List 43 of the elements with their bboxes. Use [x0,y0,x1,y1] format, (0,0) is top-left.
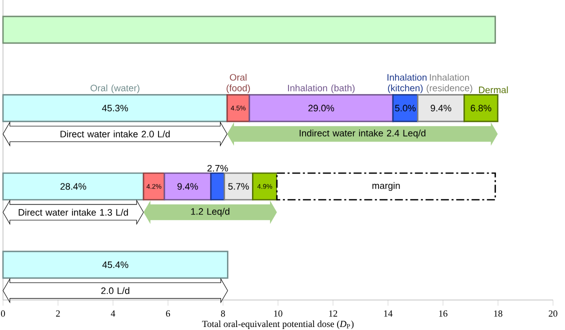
annotation: 45.4% [102,261,128,268]
data-label: margin [372,182,400,191]
series-label: Inhalation (residence) [426,74,472,94]
series-label: Dermal [479,86,508,94]
bar [142,172,166,200]
bar [417,94,465,122]
bar [226,94,250,122]
x-tick-label: 18 [494,310,502,317]
bar [210,172,226,200]
x-tick-label: 10 [274,310,282,317]
x-tick-label: 4 [110,310,116,317]
x-axis-title: Total oral-equivalent potential dose (D$_{P}$) [202,320,354,329]
annotation: 1.2 Leq/d [191,208,230,217]
bar [224,172,254,200]
annotation: 2.7% [207,164,228,172]
annotation: 29.0% [308,104,334,112]
x-tick-label: 16 [439,310,448,317]
annotation: Direct water intake 2.0 L/d [60,130,170,138]
series-label: Oral (water) [90,84,140,94]
series-label: Oral (food) [226,74,250,94]
x-tick-label: 2 [56,310,60,317]
annotation: Indirect water intake 2.4 Leq/d [300,130,426,138]
annotation: 5.7% [228,183,249,190]
x-tick-label: 6 [166,310,170,317]
series-label: Inhalation (bath) [288,84,355,94]
annotation: 2.0 L/d [101,287,130,294]
x-tick-label: 12 [329,310,338,317]
annotation: 9.4% [177,183,198,190]
annotation: 6.8% [470,104,492,112]
bar [464,94,498,122]
bar [252,172,278,200]
annotation: 45.3% [102,104,128,112]
annotation: 9.4% [430,104,452,112]
series-label: Inhalation (kitchen) [388,74,427,94]
bar [276,172,496,200]
x-tick-label: 20 [548,310,558,317]
x-tick-label: 14 [384,310,393,317]
bar [2,16,496,44]
x-tick-label: 8 [221,310,225,317]
annotation: Direct water intake 1.3 L/d [18,208,128,216]
x-tick-label: 0 [1,310,5,317]
annotation: 5.0% [395,104,416,112]
annotation: 28.4% [60,183,86,190]
